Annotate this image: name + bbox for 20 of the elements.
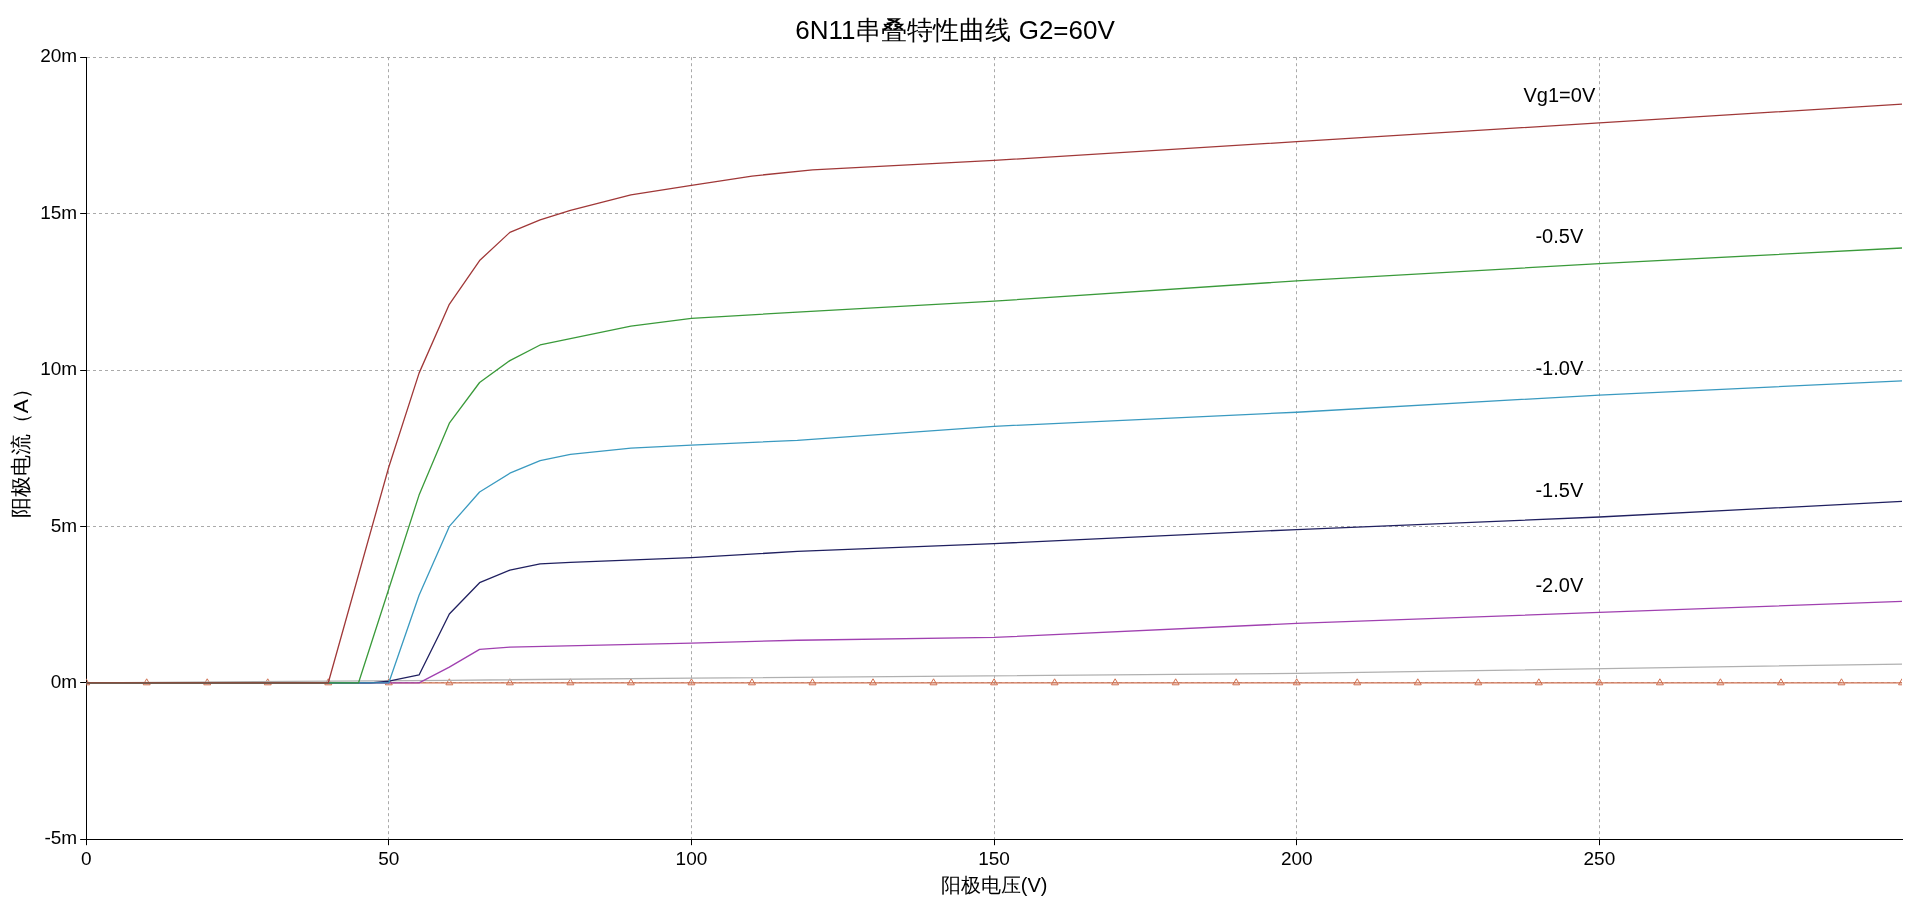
- y-tick-label: 0m: [50, 671, 78, 693]
- y-tick-label: 5m: [50, 514, 78, 536]
- series-label: -2.0V: [1535, 573, 1584, 596]
- x-tick-label: 50: [378, 847, 400, 869]
- x-tick-label: 200: [1280, 847, 1313, 869]
- y-axis-title: 阳极电流（A）: [9, 378, 33, 519]
- y-tick-label: -5m: [44, 827, 78, 849]
- x-tick-label: 0: [80, 847, 92, 869]
- series-label: -1.0V: [1535, 356, 1584, 379]
- series-label: Vg1=0V: [1523, 84, 1596, 107]
- y-tick-label: 10m: [40, 358, 78, 380]
- series-label: -1.5V: [1535, 478, 1584, 501]
- x-tick-label: 100: [675, 847, 708, 869]
- y-tick-label: 20m: [40, 45, 78, 67]
- series-label: -0.5V: [1535, 225, 1584, 248]
- x-axis-title: 阳极电压(V): [940, 873, 1048, 896]
- x-tick-label: 150: [978, 847, 1010, 869]
- x-tick-label: 250: [1583, 847, 1616, 869]
- chart-title: 6N11串叠特性曲线 G2=60V: [795, 14, 1116, 45]
- y-tick-label: 15m: [40, 201, 78, 223]
